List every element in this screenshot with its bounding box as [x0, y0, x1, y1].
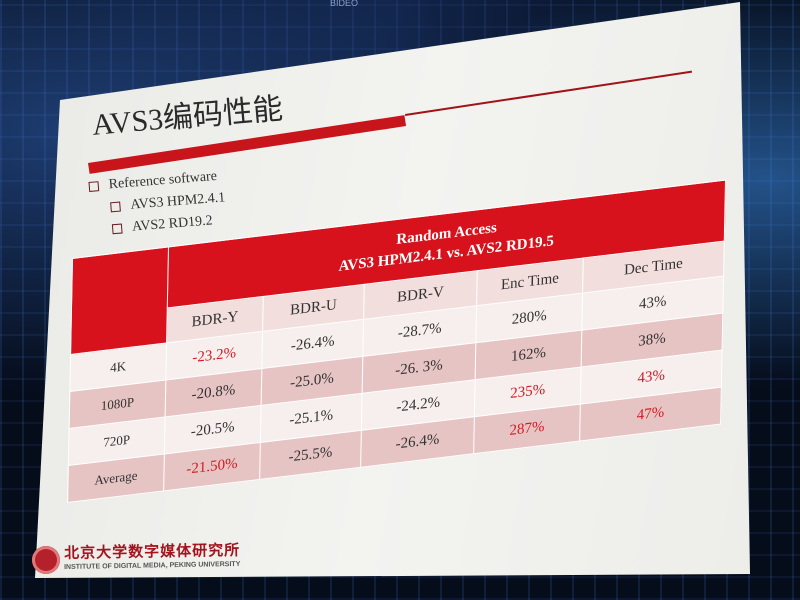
square-bullet-icon [88, 181, 100, 192]
square-bullet-icon [111, 223, 123, 235]
square-bullet-icon [110, 201, 121, 213]
institute-name-chinese: 北京大学数字媒体研究所 [64, 540, 241, 562]
bullet-list: Reference software AVS3 HPM2.4.1 AVS2 RD… [88, 165, 228, 241]
table-corner-cell [70, 246, 169, 355]
sub-bullet-text: AVS2 RD19.2 [131, 213, 214, 235]
university-seal-icon [32, 546, 60, 574]
stage-header-text: BIDEO [330, 0, 359, 8]
